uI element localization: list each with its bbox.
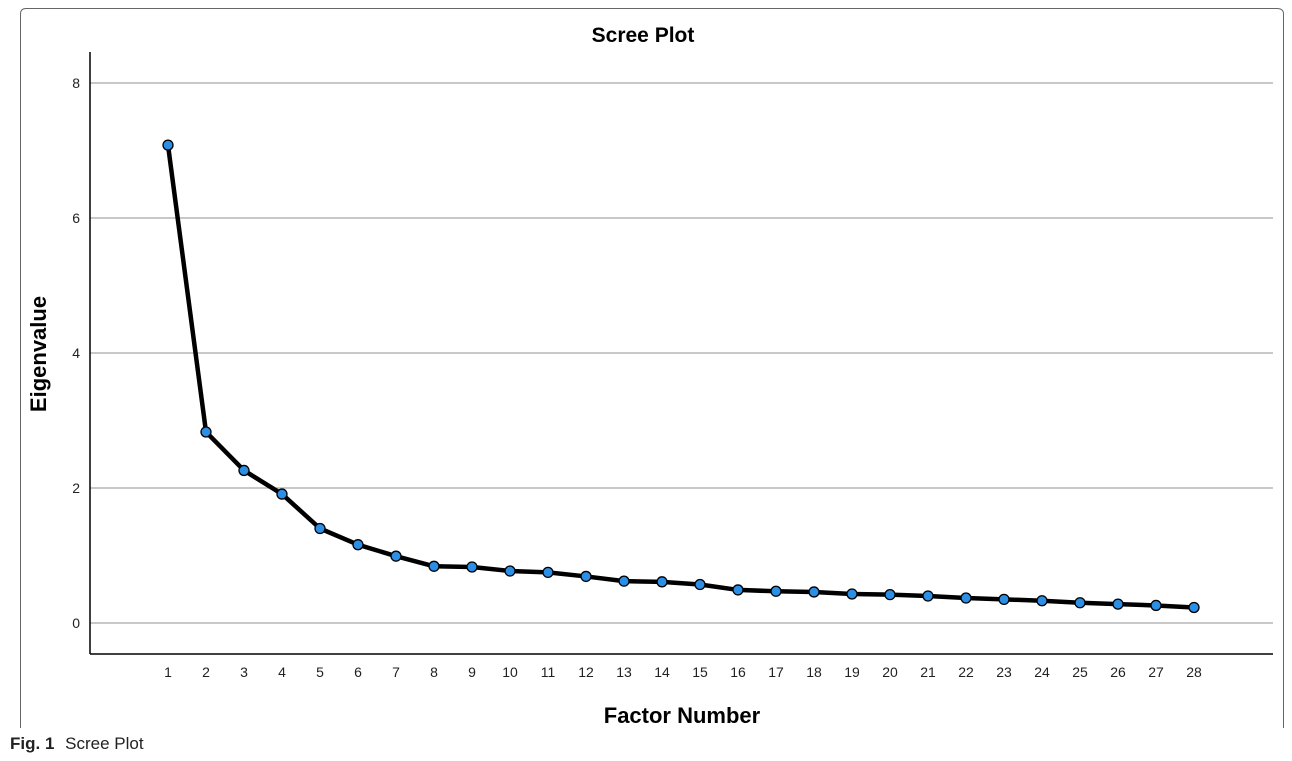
x-tick-label: 15: [692, 664, 708, 680]
data-point: [200, 426, 212, 438]
x-tick-label: 10: [502, 664, 518, 680]
data-point: [808, 586, 820, 598]
x-tick-label: 21: [920, 664, 936, 680]
x-tick-label: 7: [392, 664, 400, 680]
x-axis-ticks: 1 2 3 4 5 6 7 8 9 10 11 12 13 14 15 16 17 18 19 20 21 22 23 24 2…: [164, 664, 1202, 680]
data-point: [732, 584, 744, 596]
data-point: [922, 590, 934, 602]
data-point: [352, 539, 364, 551]
figure-caption-text: Scree Plot: [65, 734, 144, 753]
data-point: [162, 139, 174, 151]
eigenvalue-line: [165, 142, 1197, 610]
data-point: [504, 565, 516, 577]
y-tick-label: 8: [72, 75, 80, 91]
y-axis-ticks: 0 2 4 6 8: [72, 75, 80, 631]
x-tick-label: 4: [278, 664, 286, 680]
data-point: [846, 588, 858, 600]
y-tick-label: 6: [72, 210, 80, 226]
data-point: [314, 522, 326, 535]
figure-number: Fig. 1: [10, 734, 55, 753]
data-point: [1074, 597, 1086, 609]
data-point: [1112, 598, 1124, 610]
x-tick-label: 12: [578, 664, 594, 680]
x-tick-label: 24: [1034, 664, 1050, 680]
data-point: [770, 585, 782, 597]
data-point: [884, 589, 896, 601]
x-tick-label: 14: [654, 664, 670, 680]
data-point: [656, 576, 668, 588]
eigenvalue-markers: [162, 139, 1200, 614]
x-tick-label: 2: [202, 664, 210, 680]
x-tick-label: 25: [1072, 664, 1088, 680]
y-tick-label: 0: [72, 615, 80, 631]
x-tick-label: 20: [882, 664, 898, 680]
data-point: [428, 560, 440, 572]
data-point: [960, 592, 972, 604]
x-tick-label: 23: [996, 664, 1012, 680]
x-tick-label: 6: [354, 664, 362, 680]
x-tick-label: 9: [468, 664, 476, 680]
data-point: [998, 593, 1010, 606]
x-tick-label: 5: [316, 664, 324, 680]
data-point: [580, 570, 592, 583]
y-tick-label: 4: [72, 345, 80, 361]
x-tick-label: 26: [1110, 664, 1126, 680]
gridlines: [90, 82, 1273, 624]
x-tick-label: 19: [844, 664, 860, 680]
data-point: [542, 566, 554, 579]
data-point: [390, 550, 402, 562]
x-tick-label: 18: [806, 664, 822, 680]
x-tick-label: 11: [541, 664, 556, 680]
data-point: [1188, 601, 1200, 614]
data-point: [466, 561, 478, 573]
data-point: [276, 488, 288, 500]
x-tick-label: 28: [1186, 664, 1202, 680]
panel-border: [20, 8, 1284, 728]
x-tick-label: 17: [768, 664, 784, 680]
x-tick-label: 1: [164, 664, 172, 680]
x-tick-label: 22: [958, 664, 974, 680]
data-point: [1036, 595, 1048, 607]
x-tick-label: 27: [1148, 664, 1164, 680]
x-tick-label: 16: [730, 664, 746, 680]
data-point: [238, 464, 250, 477]
x-tick-label: 3: [240, 664, 248, 680]
y-tick-label: 2: [72, 480, 80, 496]
x-axis-title: Factor Number: [604, 703, 761, 728]
data-point: [618, 575, 630, 587]
chart-title: Scree Plot: [592, 24, 695, 47]
data-point: [694, 578, 706, 591]
x-tick-label: 13: [616, 664, 632, 680]
data-point: [1150, 599, 1162, 612]
figure-caption: Fig. 1 Scree Plot: [10, 734, 144, 754]
y-axis-title: Eigenvalue: [26, 296, 51, 412]
x-tick-label: 8: [430, 664, 438, 680]
